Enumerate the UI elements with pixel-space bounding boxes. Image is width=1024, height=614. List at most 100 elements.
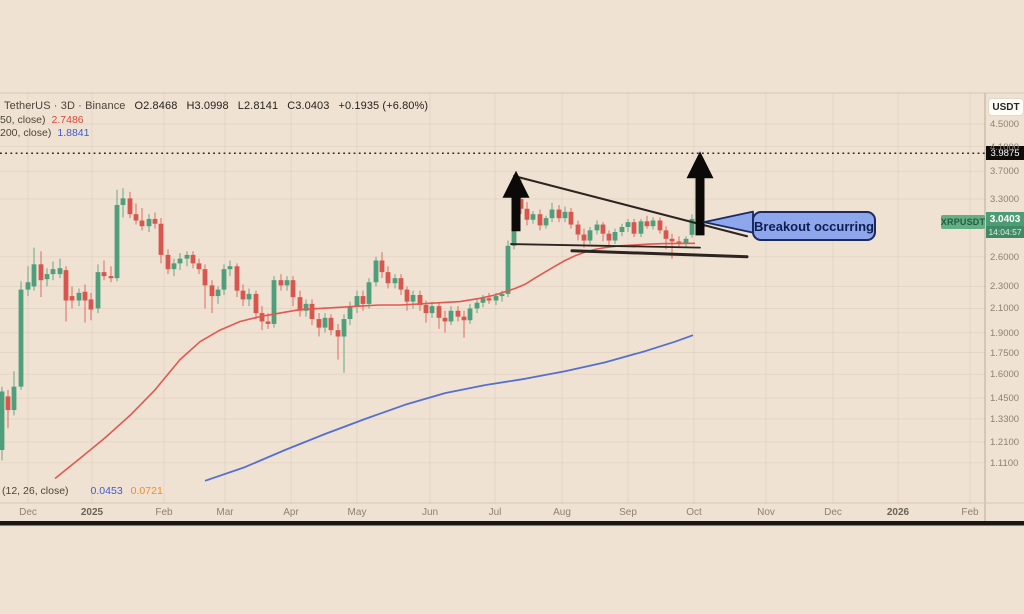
candle-body: [152, 218, 158, 224]
candle-body: [606, 233, 612, 241]
candle-body: [594, 224, 600, 231]
price-tick-label: 1.7500: [990, 347, 1020, 359]
ma200-label: 200, close): [0, 127, 52, 139]
lower-trendline-extension[interactable]: [570, 249, 749, 259]
month-label: 2026: [886, 507, 910, 518]
callout-pointer[interactable]: [703, 210, 754, 234]
price-tick-label: 4.5000: [990, 119, 1020, 130]
macd-label: (12, 26, close): [2, 485, 69, 497]
candle-body: [373, 260, 379, 283]
candle-body: [253, 293, 259, 314]
candle-body: [114, 204, 120, 279]
month-label: Mar: [216, 507, 234, 518]
candle-body: [284, 280, 290, 286]
candle-body: [221, 269, 227, 290]
candle-body: [600, 224, 606, 234]
candle-body: [455, 310, 461, 317]
candle-body: [663, 230, 669, 239]
ma50-value: 2.7486: [51, 114, 84, 126]
ohlc-close: C3.0403: [287, 100, 330, 112]
breakout-callout[interactable]: Breakout occurring: [752, 211, 876, 241]
candle-body: [165, 254, 171, 270]
candle-body: [209, 285, 215, 297]
candle-body: [404, 289, 410, 302]
candle-body: [612, 232, 618, 241]
candle-body: [202, 269, 208, 286]
ma50-line: [54, 242, 696, 480]
price-tick-label: 1.2100: [990, 436, 1020, 448]
month-label: Feb: [155, 507, 173, 518]
candle-body: [227, 266, 233, 270]
macd-value-1: 0.0453: [90, 485, 123, 497]
candle-body: [95, 272, 101, 309]
candle-body: [410, 294, 416, 302]
candle-body: [587, 230, 593, 241]
candle-body: [309, 303, 315, 320]
candle-body: [278, 280, 284, 286]
price-tick-label: 2.6000: [990, 251, 1020, 263]
candle-body: [120, 198, 126, 205]
month-label: Aug: [553, 507, 571, 518]
ma50-legend: 50, close) 2.7486: [0, 114, 84, 126]
ma50-label: 50, close): [0, 114, 46, 126]
ma200-line: [204, 334, 694, 482]
candle-body: [139, 220, 145, 227]
candle-body: [196, 263, 202, 270]
candle-body: [638, 221, 644, 234]
usdt-currency-button[interactable]: USDT: [988, 98, 1024, 116]
candle-body: [366, 282, 372, 304]
candle-body: [127, 198, 133, 215]
candle-body: [480, 298, 486, 303]
candle-body: [549, 209, 555, 219]
price-tick-label: 1.6000: [990, 369, 1020, 381]
candle-body: [38, 264, 44, 281]
price-level-label: 3.9875: [986, 146, 1024, 160]
candle-body: [0, 391, 5, 450]
candle-body: [347, 306, 353, 320]
candle-body: [240, 290, 246, 300]
price-tick-label: 1.4500: [990, 393, 1020, 405]
candle-body: [499, 293, 505, 297]
candle-body: [568, 211, 574, 225]
candle-body: [171, 263, 177, 270]
candle-body: [290, 280, 296, 298]
current-price-label: 3.0403 14:04:57: [986, 212, 1024, 238]
candle-body: [474, 302, 480, 309]
macd-legend: (12, 26, close) 0.0453 0.0721: [2, 485, 163, 497]
candle-body: [297, 297, 303, 311]
ma200-legend: 200, close) 1.8841: [0, 127, 90, 139]
candle-body: [11, 386, 17, 411]
candle-body: [448, 310, 454, 322]
price-tick-label: 3.7000: [990, 166, 1020, 178]
symbol-legend[interactable]: TetherUS · 3D · Binance O2.8468 H3.0998 L2.…: [4, 100, 428, 112]
time-axis[interactable]: Dec 2025 Feb Mar Apr May Jun Jul Aug Sep Oct Nov Dec…: [0, 504, 985, 521]
current-price-value: 3.0403: [986, 212, 1024, 226]
upper-trendline[interactable]: [513, 174, 748, 238]
month-label: Dec: [19, 507, 37, 518]
candle-body: [335, 330, 341, 337]
month-label: Oct: [686, 507, 702, 518]
candle-body: [644, 221, 650, 227]
candle-body: [31, 264, 37, 287]
candle-body: [101, 272, 107, 277]
ohlc-low: L2.8141: [237, 100, 279, 112]
candle-body: [63, 270, 69, 301]
candle-body: [461, 316, 467, 321]
lower-trendline[interactable]: [510, 243, 701, 249]
up-arrow-1[interactable]: [502, 170, 530, 232]
candle-body: [379, 260, 385, 273]
candle-body: [303, 303, 309, 311]
candle-body: [417, 294, 423, 306]
candle-body: [518, 199, 524, 209]
month-label: Feb: [961, 507, 979, 518]
candle-body: [436, 306, 442, 318]
candle-body: [108, 276, 114, 279]
candle-body: [689, 218, 695, 235]
candle-body: [88, 299, 94, 310]
candle-body: [18, 289, 24, 387]
candle-body: [259, 313, 265, 322]
candle-body: [486, 298, 492, 301]
up-arrow-2[interactable]: [686, 151, 714, 236]
candle-body: [562, 211, 568, 219]
